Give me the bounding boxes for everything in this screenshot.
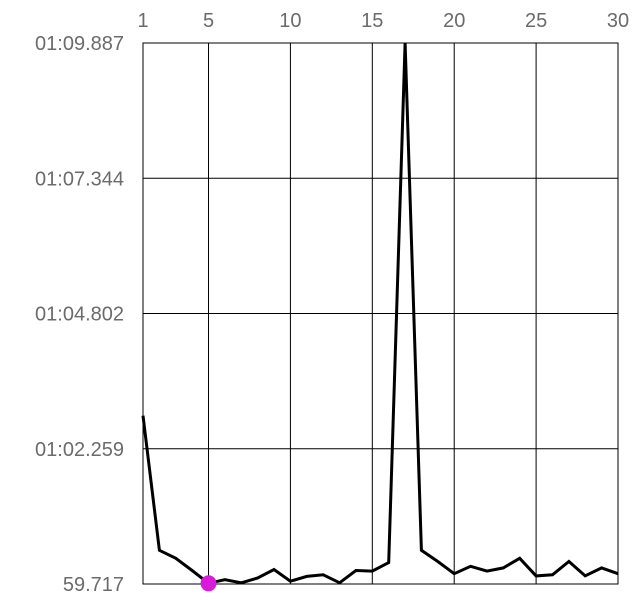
x-tick-label: 20 [443, 10, 465, 32]
x-tick-label: 1 [137, 10, 148, 32]
x-tick-label: 15 [361, 10, 383, 32]
series [141, 42, 619, 592]
x-tick-label: 5 [203, 10, 214, 32]
highlight-point [200, 575, 217, 592]
axis-labels: 1 5 10 15 20 25 3001:09.88701:07.34401:04.8020… [35, 10, 629, 596]
y-tick-label: 01:02.259 [35, 439, 124, 461]
x-tick-label: 10 [279, 10, 301, 32]
x-tick-label: 25 [525, 10, 547, 32]
y-tick-label: 01:07.344 [35, 168, 124, 190]
x-tick-label: 30 [607, 10, 629, 32]
y-tick-label: 59.717 [63, 574, 124, 596]
y-tick-label: 01:09.887 [35, 33, 124, 55]
series-line [141, 42, 619, 585]
y-tick-label: 01:04.802 [35, 304, 124, 326]
grid [142, 42, 619, 585]
